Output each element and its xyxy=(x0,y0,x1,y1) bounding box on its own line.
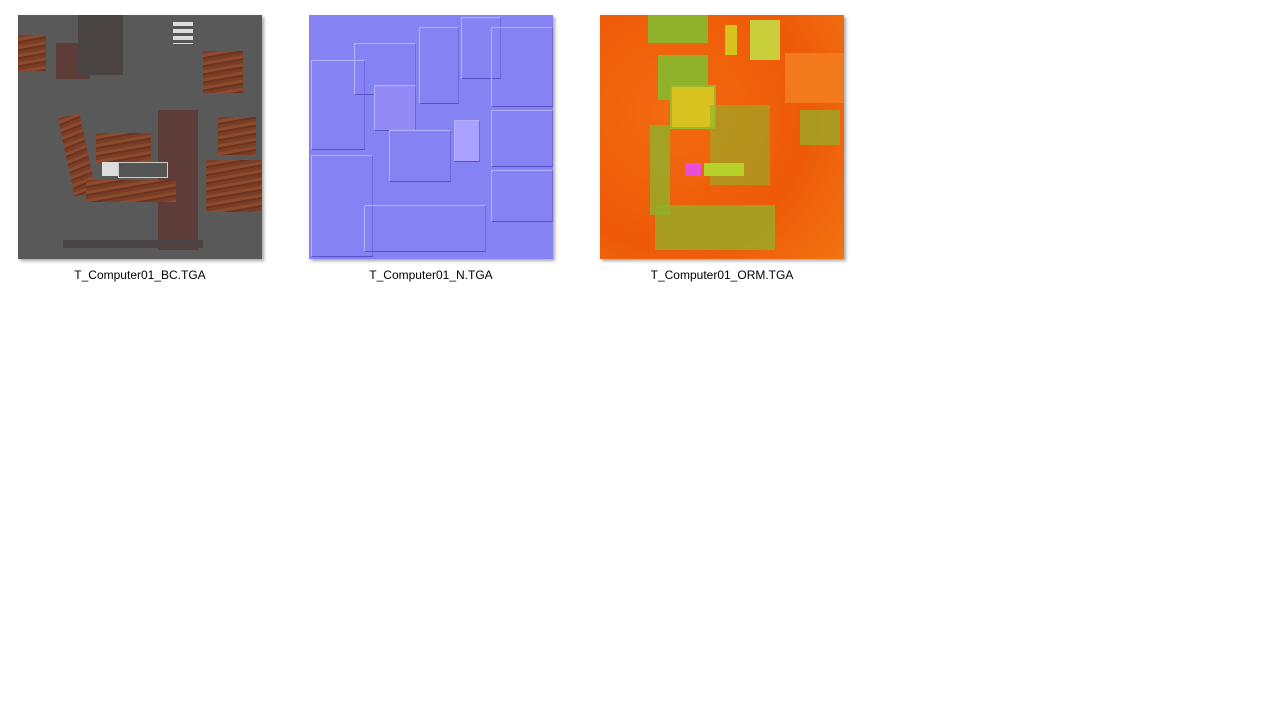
file-name: T_Computer01_N.TGA xyxy=(369,268,493,282)
file-item[interactable]: T_Computer01_N.TGA xyxy=(309,15,553,282)
thumbnail-orm xyxy=(600,15,844,259)
file-name: T_Computer01_BC.TGA xyxy=(74,268,206,282)
thumbnail-base-color xyxy=(18,15,262,259)
thumbnail-normal-map xyxy=(309,15,553,259)
file-item[interactable]: T_Computer01_ORM.TGA xyxy=(600,15,844,282)
file-item[interactable]: T_Computer01_BC.TGA xyxy=(18,15,262,282)
file-name: T_Computer01_ORM.TGA xyxy=(650,268,794,282)
